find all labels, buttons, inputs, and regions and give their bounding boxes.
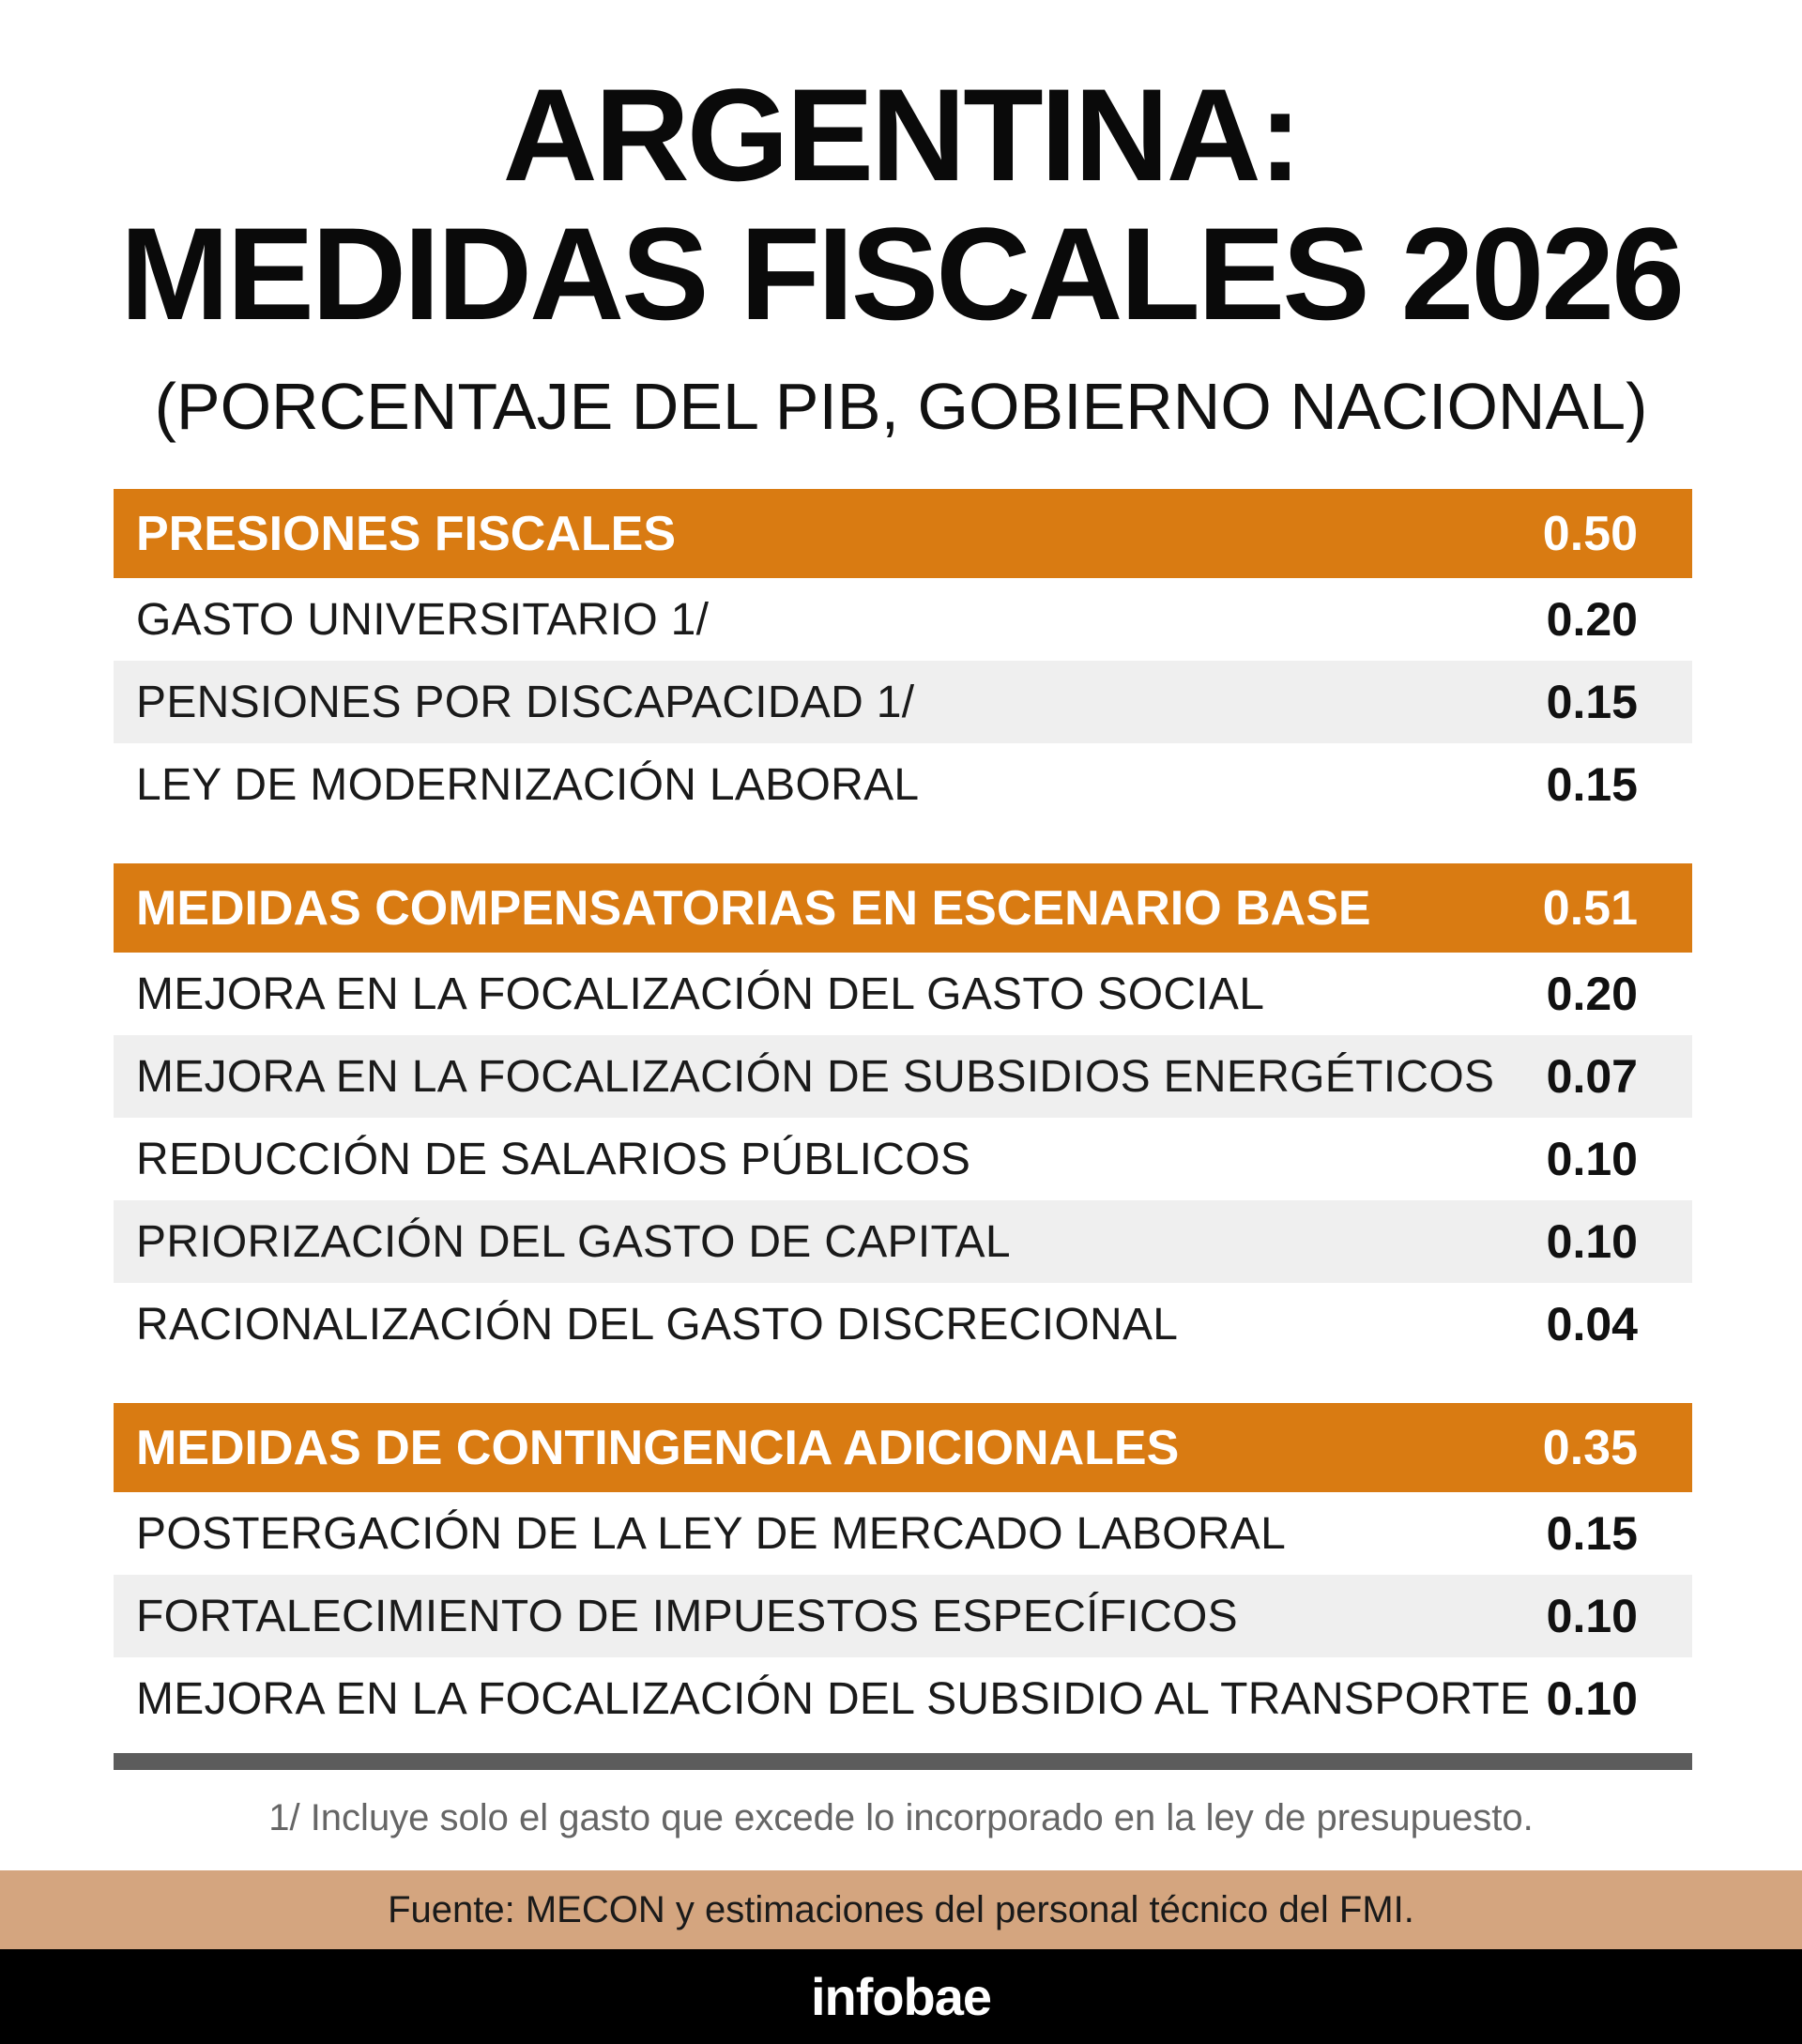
row-label: POSTERGACIÓN DE LA LEY DE MERCADO LABORA… — [136, 1508, 1287, 1559]
row-value: 0.20 — [1546, 593, 1638, 646]
section-header-value: 0.35 — [1542, 1420, 1638, 1475]
page-subtitle: (PORCENTAJE DEL PIB, GOBIERNO NACIONAL) — [154, 370, 1648, 443]
title-line-1: ARGENTINA: — [502, 61, 1303, 208]
row-value: 0.10 — [1546, 1215, 1638, 1268]
table-row: LEY DE MODERNIZACIÓN LABORAL 0.15 — [114, 743, 1692, 826]
section-header-label: MEDIDAS COMPENSATORIAS EN ESCENARIO BASE — [136, 880, 1371, 936]
section-header: MEDIDAS COMPENSATORIAS EN ESCENARIO BASE… — [114, 863, 1692, 953]
row-label: MEJORA EN LA FOCALIZACIÓN DEL SUBSIDIO A… — [136, 1673, 1531, 1724]
table-row: GASTO UNIVERSITARIO 1/ 0.20 — [114, 578, 1692, 661]
section-gap — [114, 1365, 1692, 1403]
brand-bar: infobae — [0, 1949, 1802, 2044]
source-text: Fuente: MECON y estimaciones del persona… — [388, 1888, 1414, 1930]
section-header: PRESIONES FISCALES 0.50 — [114, 489, 1692, 578]
table-row: FORTALECIMIENTO DE IMPUESTOS ESPECÍFICOS… — [114, 1575, 1692, 1657]
section-medidas-contingencia: MEDIDAS DE CONTINGENCIA ADICIONALES 0.35… — [114, 1403, 1692, 1740]
section-header-label: PRESIONES FISCALES — [136, 506, 676, 561]
row-value: 0.10 — [1546, 1672, 1638, 1725]
table-row: PENSIONES POR DISCAPACIDAD 1/ 0.15 — [114, 661, 1692, 743]
row-value: 0.15 — [1546, 676, 1638, 728]
section-medidas-compensatorias: MEDIDAS COMPENSATORIAS EN ESCENARIO BASE… — [114, 863, 1692, 1365]
row-value: 0.20 — [1546, 968, 1638, 1020]
row-label: PRIORIZACIÓN DEL GASTO DE CAPITAL — [136, 1216, 1011, 1267]
row-label: GASTO UNIVERSITARIO 1/ — [136, 594, 710, 645]
page-title: ARGENTINA: MEDIDAS FISCALES 2026 — [0, 66, 1802, 343]
table-row: POSTERGACIÓN DE LA LEY DE MERCADO LABORA… — [114, 1492, 1692, 1575]
row-value: 0.15 — [1546, 758, 1638, 811]
table-bottom-rule — [114, 1753, 1692, 1770]
table-row: MEJORA EN LA FOCALIZACIÓN DE SUBSIDIOS E… — [114, 1035, 1692, 1118]
row-label: RACIONALIZACIÓN DEL GASTO DISCRECIONAL — [136, 1299, 1179, 1350]
row-label: LEY DE MODERNIZACIÓN LABORAL — [136, 759, 920, 810]
section-header-label: MEDIDAS DE CONTINGENCIA ADICIONALES — [136, 1420, 1180, 1475]
title-line-2: MEDIDAS FISCALES 2026 — [119, 200, 1685, 347]
section-gap — [114, 826, 1692, 863]
row-value: 0.15 — [1546, 1507, 1638, 1560]
row-label: MEJORA EN LA FOCALIZACIÓN DE SUBSIDIOS E… — [136, 1051, 1495, 1102]
row-label: REDUCCIÓN DE SALARIOS PÚBLICOS — [136, 1134, 971, 1184]
table-row: RACIONALIZACIÓN DEL GASTO DISCRECIONAL 0… — [114, 1283, 1692, 1365]
row-value: 0.10 — [1546, 1133, 1638, 1185]
section-header-value: 0.50 — [1542, 506, 1638, 561]
row-value: 0.04 — [1546, 1298, 1638, 1350]
table-row: PRIORIZACIÓN DEL GASTO DE CAPITAL 0.10 — [114, 1200, 1692, 1283]
table-row: MEJORA EN LA FOCALIZACIÓN DEL SUBSIDIO A… — [114, 1657, 1692, 1740]
row-value: 0.07 — [1546, 1050, 1638, 1103]
source-bar: Fuente: MECON y estimaciones del persona… — [0, 1870, 1802, 1949]
row-value: 0.10 — [1546, 1590, 1638, 1642]
row-label: MEJORA EN LA FOCALIZACIÓN DEL GASTO SOCI… — [136, 969, 1265, 1019]
table-row: MEJORA EN LA FOCALIZACIÓN DEL GASTO SOCI… — [114, 953, 1692, 1035]
row-label: FORTALECIMIENTO DE IMPUESTOS ESPECÍFICOS — [136, 1591, 1238, 1641]
section-header: MEDIDAS DE CONTINGENCIA ADICIONALES 0.35 — [114, 1403, 1692, 1492]
table-row: REDUCCIÓN DE SALARIOS PÚBLICOS 0.10 — [114, 1118, 1692, 1200]
footnote: 1/ Incluye solo el gasto que excede lo i… — [268, 1797, 1534, 1838]
section-header-value: 0.51 — [1542, 880, 1638, 936]
fiscal-measures-table: PRESIONES FISCALES 0.50 GASTO UNIVERSITA… — [114, 489, 1692, 1770]
row-label: PENSIONES POR DISCAPACIDAD 1/ — [136, 677, 915, 727]
brand-logo: infobae — [810, 1967, 992, 2026]
section-presiones-fiscales: PRESIONES FISCALES 0.50 GASTO UNIVERSITA… — [114, 489, 1692, 826]
